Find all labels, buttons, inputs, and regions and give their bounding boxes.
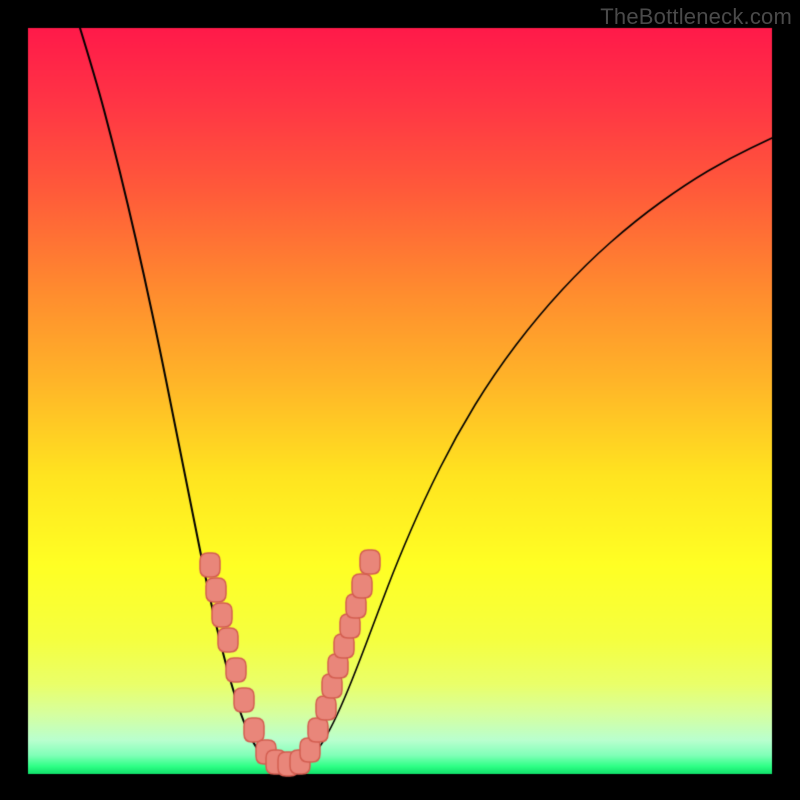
chart-stage: TheBottleneck.com — [0, 0, 800, 800]
bottleneck-curve-chart — [0, 0, 800, 800]
watermark-text: TheBottleneck.com — [600, 4, 792, 30]
